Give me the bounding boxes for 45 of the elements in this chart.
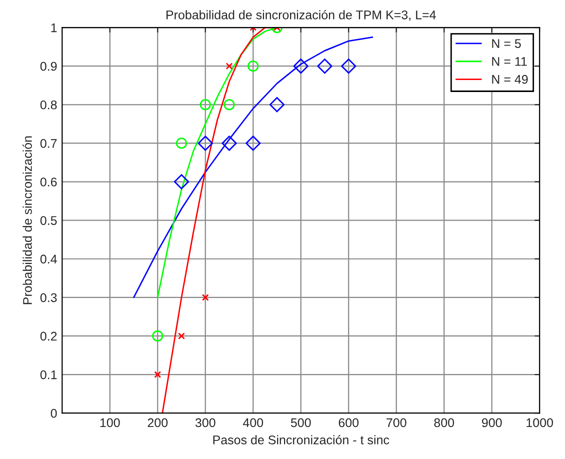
y-tick-label: 0.7 [40,139,57,148]
x-tick-label: 500 [290,418,311,428]
x-tick-label: 1000 [526,418,553,428]
y-tick-label: 1 [51,23,57,32]
x-tick-label: 900 [482,418,502,428]
point [293,58,308,74]
y-tick-label: 0.2 [40,332,57,341]
point [248,60,259,72]
y-tick-label: 0 [50,408,57,418]
point [341,58,356,74]
point [269,97,285,112]
y-tick-label: 0.6 [40,178,57,186]
point [224,99,235,110]
y-tick-label: 0.1 [40,370,57,380]
y-tick-label: 0.3 [40,293,57,302]
legend-label: N = 5 [492,39,521,48]
chart-title: Probabilidad de sincronización de TPM K=3, L=4 [166,10,436,21]
x-tick-label: 200 [148,418,168,428]
y-tick-label: 0.8 [40,100,57,110]
x-tick-label: 800 [434,418,454,428]
x-tick-label: 100 [100,418,120,428]
y-tick-label: 0.4 [40,254,57,264]
y-tick-label: 0.5 [40,216,57,225]
x-axis-title: Pasos de Sincronización - t sinc [213,435,390,444]
y-tick-label: 0.9 [40,62,57,71]
point [174,174,190,190]
point [200,99,211,110]
y-axis-title: Probabilidad de sincronización [22,136,32,304]
point [178,332,185,340]
point [202,294,209,301]
point [198,136,213,151]
point [152,330,164,342]
legend-label: N = 11 [492,57,527,66]
point [246,136,261,151]
point [226,62,233,70]
x-tick-label: 700 [386,418,406,428]
legend-label: N = 49 [492,74,528,84]
point [317,58,332,74]
point [222,136,237,151]
point [176,138,188,149]
x-tick-label: 600 [338,418,359,428]
x-tick-label: 400 [242,418,264,428]
x-tick-label: 300 [195,418,216,428]
line-series [133,36,374,298]
point [154,371,162,378]
